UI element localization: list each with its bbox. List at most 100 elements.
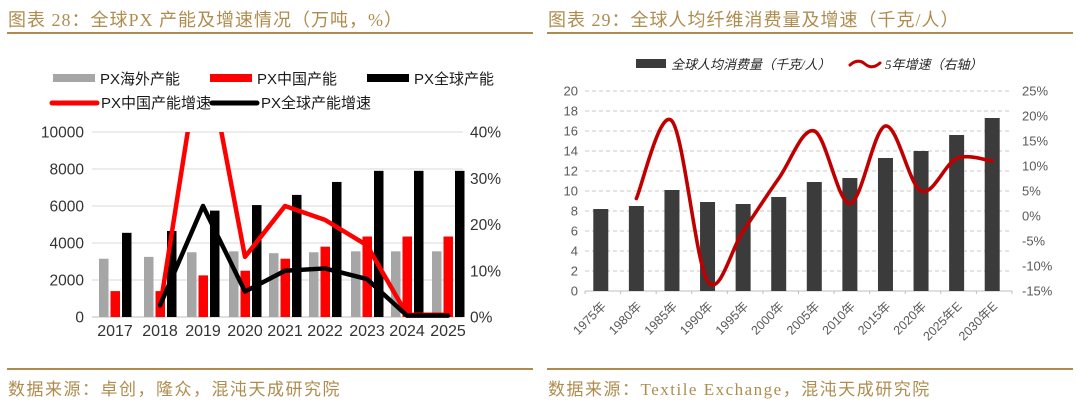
figure-29-source: 数据来源：Textile Exchange，混沌天成研究院 xyxy=(548,380,931,399)
fiber-consumption-chart: 0 2 4 6 8 10 12 14 16 18 20 -15% -10% -5% 0% 5% 10% 15% 20… xyxy=(564,57,1053,344)
bar-PX海外产能-2017 xyxy=(99,258,109,317)
x-axis-tick-label: 2020 xyxy=(227,323,263,340)
bar-PX中国产能-2021 xyxy=(280,258,290,317)
left-axis-tick-label: 10 xyxy=(564,184,578,199)
bar-PX中国产能-2019 xyxy=(198,275,208,317)
bar-PX中国产能-2025 xyxy=(443,236,453,317)
legend-label: PX全球产能 xyxy=(414,70,494,88)
right-axis-tick-label: -5% xyxy=(1022,234,1046,249)
left-axis-tick-label: 6000 xyxy=(50,199,85,216)
right-axis-tick-label: -15% xyxy=(1022,284,1053,299)
x-axis-tick-label: 2022 xyxy=(307,323,343,340)
bar-PX中国产能-2017 xyxy=(110,291,120,317)
x-axis-tick-label: 2021 xyxy=(267,323,303,340)
left-axis-tick-label: 6 xyxy=(571,224,578,239)
left-axis-tick-label: 4000 xyxy=(50,236,85,253)
figure-28-source-rule xyxy=(7,368,533,370)
right-axis-tick-label: 40% xyxy=(470,125,501,142)
figure-29-title: 图表 29：全球人均纤维消费量及增速（千克/人） xyxy=(548,10,960,30)
bar-2030年E xyxy=(984,118,1000,291)
bar-PX海外产能-2021 xyxy=(269,253,279,317)
bar-PX全球产能-2021 xyxy=(292,194,302,317)
bar-PX海外产能-2018 xyxy=(144,256,154,317)
bar-2025年E xyxy=(949,135,965,291)
bar-PX全球产能-2019 xyxy=(210,210,220,317)
line-PX全球产能增速 xyxy=(157,203,451,318)
line-PX中国产能增速 xyxy=(157,132,451,317)
bar-PX中国产能-2022 xyxy=(320,246,330,317)
legend-label: PX全球产能增速 xyxy=(261,94,371,112)
bar-PX全球产能-2025 xyxy=(455,170,465,317)
legend-label: 全球人均消费量（千克/人） xyxy=(671,57,831,72)
x-axis-tick-label: 2025 xyxy=(430,323,466,340)
x-axis-tick-label: 2000年 xyxy=(748,299,786,337)
x-axis-tick-label: 2017 xyxy=(97,323,133,340)
legend-swatch-PX海外产能 xyxy=(53,74,95,82)
x-axis-tick-label: 2030年E xyxy=(956,299,1000,343)
figure-29-panel: 图表 29：全球人均纤维消费量及增速（千克/人） 0 2 4 6 8 10 12 14 16 18… xyxy=(540,0,1080,412)
figure-28-panel: 图表 28：全球PX 产能及增速情况（万吨，%） 0 2000 4000 6000 80… xyxy=(7,10,533,399)
left-axis-tick-label: 0 xyxy=(571,284,578,299)
left-axis-tick-label: 10000 xyxy=(41,125,84,142)
bar-PX全球产能-2023 xyxy=(374,170,384,317)
x-axis-tick-label: 2023 xyxy=(349,323,385,340)
bar-PX海外产能-2019 xyxy=(187,252,197,317)
x-axis-tick-label: 2018 xyxy=(142,323,178,340)
left-axis-tick-label: 20 xyxy=(564,84,578,99)
left-axis-tick-label: 4 xyxy=(571,244,578,259)
legend-swatch-全球人均消费量（千克/人） xyxy=(636,59,666,68)
right-axis-tick-label: 0% xyxy=(1022,209,1041,224)
right-axis-tick-label: 10% xyxy=(1022,159,1048,174)
x-axis-tick-label: 1980年 xyxy=(606,299,644,337)
legend-label: PX海外产能 xyxy=(100,71,180,88)
left-axis-tick-label: 8 xyxy=(571,204,578,219)
bar-PX中国产能-2024 xyxy=(402,236,412,317)
bar-PX全球产能-2020 xyxy=(252,205,262,317)
bar-PX中国产能-2020 xyxy=(240,270,250,317)
left-axis-tick-label: 16 xyxy=(564,124,578,139)
bar-1975年 xyxy=(593,209,609,291)
bar-2010年 xyxy=(842,178,858,291)
bar-PX中国产能-2023 xyxy=(362,236,372,317)
left-axis-tick-label: 18 xyxy=(564,104,578,119)
bar-1995年 xyxy=(735,204,751,291)
bar-1980年 xyxy=(628,206,644,291)
growth-lines xyxy=(157,132,451,318)
legend-line-swatch-5年增速（右轴） xyxy=(848,59,882,69)
x-axis-tick-label: 2024 xyxy=(389,323,425,340)
x-axis-tick-label: 2005年 xyxy=(784,299,822,337)
left-axis-tick-label: 8000 xyxy=(50,162,85,179)
bar-PX全球产能-2022 xyxy=(332,181,342,317)
bar-PX海外产能-2020 xyxy=(229,251,239,317)
bar-PX海外产能-2024 xyxy=(391,251,401,317)
left-axis-tick-label: 2000 xyxy=(50,273,85,290)
bar-PX海外产能-2023 xyxy=(351,251,361,317)
x-axis-tick-label: 1990年 xyxy=(677,299,715,337)
left-axis-tick-label: 0 xyxy=(75,310,84,327)
x-axis-tick-label: 1985年 xyxy=(642,299,680,337)
right-axis-tick-label: -10% xyxy=(1022,259,1053,274)
x-axis-tick-label: 1975年 xyxy=(571,299,609,337)
bar-2020年 xyxy=(913,151,929,291)
legend-label: 5年增速（右轴） xyxy=(885,57,983,72)
right-axis-tick-label: 15% xyxy=(1022,134,1048,149)
right-axis-tick-label: 5% xyxy=(1022,184,1041,199)
right-axis-tick-label: 0% xyxy=(470,310,493,327)
x-axis-tick-label: 2010年 xyxy=(820,299,858,337)
right-axis-tick-label: 25% xyxy=(1022,84,1048,99)
x-axis-tick-label: 1995年 xyxy=(713,299,751,337)
bar-PX全球产能-2017 xyxy=(122,232,132,317)
bar-PX海外产能-2025 xyxy=(432,251,442,317)
right-axis-tick-label: 10% xyxy=(470,263,501,280)
figure-29-title-rule xyxy=(547,32,1073,34)
x-axis-tick-label: 2019 xyxy=(185,323,221,340)
bar-2000年 xyxy=(771,197,787,291)
figure-28-source: 数据来源：卓创，隆众，混沌天成研究院 xyxy=(8,380,341,399)
legend-label: PX中国产能 xyxy=(257,71,337,88)
px-capacity-chart: 0 2000 4000 6000 8000 10000 0% 10% 20% 30% 40% 2017… xyxy=(41,70,501,340)
right-axis-tick-label: 30% xyxy=(470,171,501,188)
right-axis-tick-label: 20% xyxy=(470,217,501,234)
legend-label: PX中国产能增速 xyxy=(101,95,211,112)
bar-PX全球产能-2024 xyxy=(414,170,424,317)
